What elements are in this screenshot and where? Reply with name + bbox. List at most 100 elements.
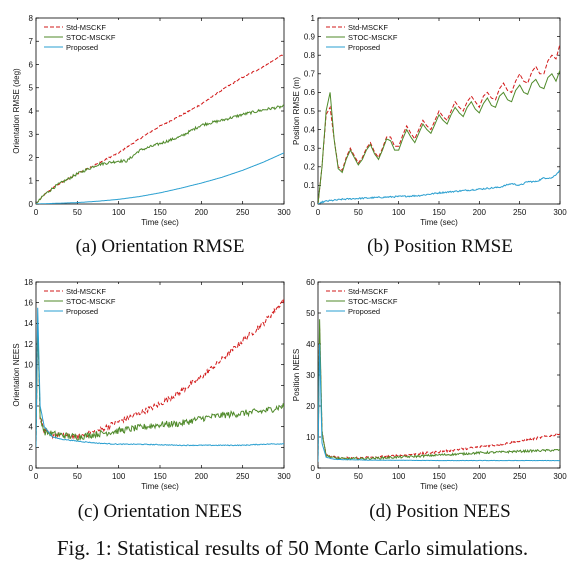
y-tick-label: 1 <box>311 14 316 23</box>
y-tick-label: 60 <box>306 278 315 287</box>
series-group <box>36 53 284 204</box>
y-tick-label: 12 <box>24 340 33 349</box>
legend-label: Proposed <box>348 43 380 52</box>
chart-panel-c: 0 50 100 150 200 250 300 0 2 4 6 8 10 12 14 16 18 Time (s… <box>12 278 291 491</box>
y-tick-label: 3 <box>29 130 34 139</box>
y-tick-label: 14 <box>24 319 33 328</box>
x-tick-label: 300 <box>553 208 567 217</box>
x-tick-label: 50 <box>73 472 82 481</box>
y-tick-label: 10 <box>24 360 33 369</box>
y-tick-label: 16 <box>24 298 33 307</box>
series-line-std-msckf <box>36 53 284 204</box>
x-tick-label: 0 <box>34 208 39 217</box>
x-tick-label: 200 <box>473 208 487 217</box>
x-tick-label: 250 <box>513 472 527 481</box>
x-tick-label: 50 <box>354 472 363 481</box>
x-tick-label: 200 <box>195 472 209 481</box>
series-line-stoc-msckf <box>36 104 284 204</box>
x-tick-label: 200 <box>473 472 487 481</box>
y-tick-label: 0.7 <box>304 70 316 79</box>
y-axis-label: Orientation RMSE (deg) <box>12 68 21 154</box>
series-line-std-msckf <box>36 297 284 448</box>
y-tick-label: 20 <box>306 402 315 411</box>
series-line-std-msckf <box>318 328 560 462</box>
x-tick-label: 150 <box>432 472 446 481</box>
y-tick-label: 0.1 <box>304 181 316 190</box>
x-tick-label: 150 <box>153 472 167 481</box>
chart-panel-a: 0 50 100 150 200 250 300 0 1 2 3 4 5 6 7 8 Time (sec) Ori… <box>12 14 291 227</box>
panel-caption-c: (c) Orientation NEES <box>77 501 243 522</box>
y-tick-label: 0.5 <box>304 107 316 116</box>
x-tick-label: 150 <box>432 208 446 217</box>
y-tick-label: 6 <box>29 60 34 69</box>
series-group <box>318 43 560 204</box>
y-tick-label: 40 <box>306 340 315 349</box>
series-line-proposed <box>318 343 560 462</box>
y-tick-label: 0.8 <box>304 51 316 60</box>
x-tick-label: 0 <box>316 472 321 481</box>
legend-label: STOC-MSCKF <box>66 297 116 306</box>
legend-label: STOC-MSCKF <box>348 297 398 306</box>
y-axis-label: Position NEES <box>292 349 301 401</box>
series-line-proposed <box>36 152 284 204</box>
y-tick-label: 6 <box>29 402 34 411</box>
x-axis-label: Time (sec) <box>420 482 458 491</box>
legend-label: STOC-MSCKF <box>348 33 398 42</box>
x-tick-label: 0 <box>34 472 39 481</box>
y-tick-label: 0 <box>311 464 316 473</box>
y-tick-label: 1 <box>29 177 34 186</box>
x-axis-label: Time (sec) <box>420 218 458 227</box>
panel-caption-a: (a) Orientation RMSE <box>75 236 245 257</box>
y-tick-label: 0.2 <box>304 163 316 172</box>
legend-label: Proposed <box>348 307 380 316</box>
y-axis-label: Orientation NEES <box>12 343 21 406</box>
x-tick-label: 250 <box>236 472 250 481</box>
chart-panel-d: 0 50 100 150 200 250 300 0 10 20 30 40 50 60 Time (sec… <box>292 278 567 491</box>
x-tick-label: 100 <box>392 208 406 217</box>
y-tick-label: 0 <box>311 200 316 209</box>
y-tick-label: 50 <box>306 309 315 318</box>
legend-label: Std-MSCKF <box>348 287 388 296</box>
y-tick-label: 0.6 <box>304 88 316 97</box>
x-tick-label: 50 <box>73 208 82 217</box>
y-tick-label: 2 <box>29 153 34 162</box>
panel-caption-b: (b) Position RMSE <box>367 236 513 257</box>
legend-label: Std-MSCKF <box>66 287 106 296</box>
y-tick-label: 0.9 <box>304 32 316 41</box>
series-line-proposed <box>36 307 284 448</box>
legend-label: STOC-MSCKF <box>66 33 116 42</box>
x-tick-label: 300 <box>553 472 567 481</box>
series-line-stoc-msckf <box>318 69 560 204</box>
y-tick-label: 10 <box>306 433 315 442</box>
legend-label: Std-MSCKF <box>348 23 388 32</box>
legend-label: Proposed <box>66 307 98 316</box>
x-tick-label: 100 <box>112 208 126 217</box>
legend-label: Proposed <box>66 43 98 52</box>
y-tick-label: 0 <box>29 200 34 209</box>
x-tick-label: 50 <box>354 208 363 217</box>
y-axis-label: Position RMSE (m) <box>292 77 301 145</box>
figure-caption: Fig. 1: Statistical results of 50 Monte … <box>56 536 529 560</box>
x-tick-label: 250 <box>513 208 527 217</box>
y-tick-label: 18 <box>24 278 33 287</box>
x-tick-label: 100 <box>112 472 126 481</box>
chart-panel-b: 0 50 100 150 200 250 300 0 0.1 0.2 0.3 0.4 0.5 0.6 0.7… <box>292 14 567 227</box>
series-line-proposed <box>318 170 560 204</box>
x-tick-label: 100 <box>392 472 406 481</box>
y-tick-label: 8 <box>29 14 34 23</box>
x-tick-label: 250 <box>236 208 250 217</box>
series-line-std-msckf <box>318 43 560 204</box>
x-axis-label: Time (sec) <box>141 218 179 227</box>
y-tick-label: 0.4 <box>304 125 316 134</box>
x-tick-label: 150 <box>153 208 167 217</box>
x-tick-label: 300 <box>277 208 291 217</box>
x-tick-label: 0 <box>316 208 321 217</box>
y-tick-label: 5 <box>29 84 34 93</box>
y-tick-label: 0.3 <box>304 144 316 153</box>
y-tick-label: 0 <box>29 464 34 473</box>
